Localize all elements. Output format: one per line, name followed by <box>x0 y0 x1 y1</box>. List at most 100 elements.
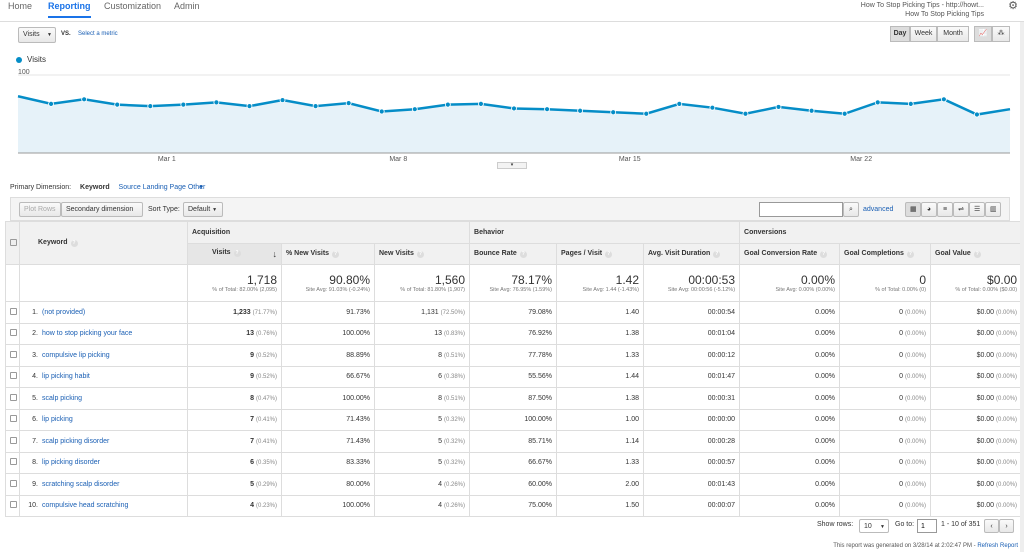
dimension-landing-page[interactable]: Landing Page <box>142 184 186 191</box>
data-point[interactable] <box>907 100 914 107</box>
data-point[interactable] <box>48 100 54 107</box>
metric-select[interactable]: Visits ▼ <box>18 27 56 43</box>
select-metric-link[interactable]: Select a metric <box>78 31 118 37</box>
data-point[interactable] <box>114 101 121 108</box>
duration-header[interactable]: Avg. Visit Duration? <box>643 242 741 265</box>
data-point[interactable] <box>511 105 517 112</box>
keyword-link[interactable]: compulsive lip picking <box>42 351 110 359</box>
tab-home[interactable]: Home <box>8 1 33 11</box>
data-point[interactable] <box>808 107 815 114</box>
sort-type-select[interactable]: Default ▼ <box>183 202 223 217</box>
gv-cell: $0.00 (0.00%) <box>930 344 1023 367</box>
keyword-link[interactable]: compulsive head scratching <box>42 502 129 510</box>
gv-pct: (0.00%) <box>996 374 1018 381</box>
data-point[interactable] <box>81 96 88 103</box>
data-point[interactable] <box>246 103 253 110</box>
week-button[interactable]: Week <box>910 26 937 42</box>
row-checkbox[interactable] <box>10 415 17 423</box>
data-point[interactable] <box>841 110 848 117</box>
bar-view-icon[interactable]: ≡ <box>937 202 953 217</box>
keyword-link[interactable]: scalp picking disorder <box>42 437 110 445</box>
table-search-input[interactable] <box>759 202 843 217</box>
dimension-other[interactable]: Other <box>187 184 206 191</box>
comparison-view-icon[interactable]: ⇌ <box>953 202 969 217</box>
dimension-keyword[interactable]: Keyword <box>80 184 110 191</box>
keyword-link[interactable]: lip picking habit <box>42 373 90 381</box>
day-button[interactable]: Day <box>890 26 910 42</box>
pie-view-icon[interactable]: ◕ <box>921 202 937 217</box>
data-point[interactable] <box>577 107 584 114</box>
row-checkbox[interactable] <box>10 393 17 401</box>
search-icon[interactable]: ⌕ <box>843 202 859 217</box>
new-visits-cell: 5 (0.32%) <box>373 451 471 474</box>
data-point[interactable] <box>742 110 749 117</box>
tab-reporting[interactable]: Reporting <box>48 1 91 18</box>
tab-customization[interactable]: Customization <box>104 1 162 11</box>
account-selector[interactable]: How To Stop Picking Tips - http://howt..… <box>861 1 984 19</box>
data-point[interactable] <box>444 101 451 108</box>
gear-icon[interactable]: ⚙ <box>1008 0 1018 12</box>
row-checkbox[interactable] <box>10 329 17 337</box>
advanced-link[interactable]: advanced <box>863 206 894 213</box>
keyword-link[interactable]: (not provided) <box>42 308 86 316</box>
data-point[interactable] <box>643 110 650 117</box>
next-page-icon[interactable]: › <box>999 519 1014 533</box>
pivot-view-icon[interactable]: ▥ <box>985 202 1001 217</box>
data-point[interactable] <box>544 106 550 113</box>
data-point[interactable] <box>874 99 881 106</box>
row-checkbox[interactable] <box>10 501 17 509</box>
data-point[interactable] <box>610 109 617 116</box>
show-rows-select[interactable]: 10 ▼ <box>859 519 889 533</box>
data-point[interactable] <box>974 111 980 118</box>
gcr-header[interactable]: Goal Conversion Rate? <box>739 242 841 265</box>
keyword-link[interactable]: scratching scalp disorder <box>42 480 120 488</box>
gc-header[interactable]: Goal Completions? <box>839 242 932 265</box>
prev-page-icon[interactable]: ‹ <box>984 519 999 533</box>
data-point[interactable] <box>147 103 154 110</box>
data-point[interactable] <box>775 104 782 110</box>
term-cloud-icon[interactable]: ☰ <box>969 202 985 217</box>
keyword-link[interactable]: lip picking <box>42 416 73 424</box>
data-point[interactable] <box>345 100 352 107</box>
pages-header[interactable]: Pages / Visit? <box>556 242 645 265</box>
bounce-header[interactable]: Bounce Rate? <box>469 242 558 265</box>
dimension-source[interactable]: Source <box>118 184 141 191</box>
data-point[interactable] <box>180 101 187 108</box>
keyword-header[interactable]: Keyword? <box>19 221 188 265</box>
row-checkbox[interactable] <box>10 350 17 358</box>
page-scrollbar[interactable] <box>1020 22 1024 552</box>
keyword-link[interactable]: lip picking disorder <box>42 459 100 467</box>
select-all-cell[interactable] <box>5 221 20 265</box>
data-point[interactable] <box>411 106 418 113</box>
tab-admin[interactable]: Admin <box>174 1 200 11</box>
data-point[interactable] <box>279 97 286 103</box>
chart-resize-handle[interactable]: ▾ <box>497 162 527 169</box>
refresh-report-link[interactable]: Refresh Report <box>977 543 1018 549</box>
data-point[interactable] <box>940 96 947 103</box>
motion-chart-icon[interactable]: ⁂ <box>992 26 1010 42</box>
secondary-dimension-select[interactable]: Secondary dimension ▼ <box>61 202 143 227</box>
data-point[interactable] <box>478 100 484 107</box>
keyword-link[interactable]: scalp picking <box>42 394 83 402</box>
data-point[interactable] <box>378 108 385 115</box>
visits-header[interactable]: Visits? ↓ <box>187 242 282 265</box>
line-chart-icon[interactable]: 📈 <box>974 26 992 42</box>
data-point[interactable] <box>676 100 683 107</box>
row-checkbox[interactable] <box>10 372 17 380</box>
new-pct-header[interactable]: % New Visits? <box>281 242 375 265</box>
row-checkbox[interactable] <box>10 458 17 466</box>
gv-header[interactable]: Goal Value? <box>930 242 1023 265</box>
row-checkbox[interactable] <box>10 479 17 487</box>
data-point[interactable] <box>213 99 220 106</box>
keyword-link[interactable]: how to stop picking your face <box>42 330 133 338</box>
new-visits-header[interactable]: New Visits? <box>373 242 471 265</box>
row-checkbox[interactable] <box>10 307 17 315</box>
table-view-icon[interactable]: ▦ <box>905 202 921 217</box>
select-all-checkbox[interactable] <box>10 238 17 246</box>
month-button[interactable]: Month <box>937 26 969 42</box>
data-point[interactable] <box>312 103 319 110</box>
plot-rows-button[interactable]: Plot Rows <box>19 202 61 217</box>
row-checkbox[interactable] <box>10 436 17 444</box>
data-point[interactable] <box>709 104 716 111</box>
goto-input[interactable] <box>917 519 937 533</box>
